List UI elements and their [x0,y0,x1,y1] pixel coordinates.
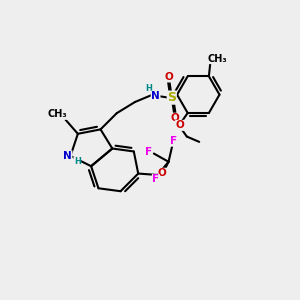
Text: N: N [63,151,72,161]
Text: O: O [176,120,184,130]
Text: O: O [164,72,173,82]
Text: N: N [151,91,160,101]
Text: CH₃: CH₃ [47,110,67,119]
Text: O: O [158,168,167,178]
Text: S: S [167,91,176,104]
Text: F: F [145,147,152,157]
Text: F: F [152,174,160,184]
Text: O: O [170,113,179,123]
Text: H: H [74,157,81,166]
Text: F: F [170,136,177,146]
Text: CH₃: CH₃ [208,54,227,64]
Text: H: H [145,84,152,93]
